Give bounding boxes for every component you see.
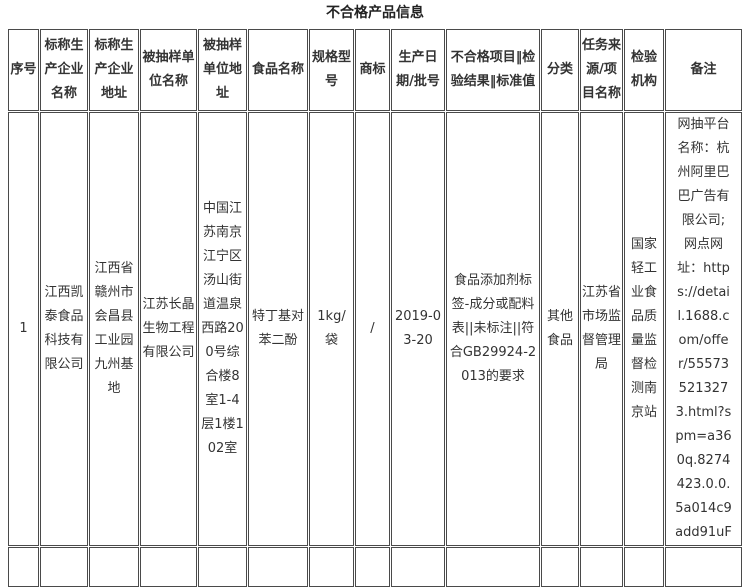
- cell-row2-col7: [309, 547, 354, 587]
- header-cell-col6: 食品名称: [248, 29, 308, 111]
- table-body: 1 江西凯泰食品科技有限公司 江西省赣州市会昌县工业园九州基地 江苏长晶生物工程有限公…: [8, 112, 742, 587]
- header-cell-col4: 被抽样单位名称: [140, 29, 197, 111]
- noncompliant-products-table: 序号 标称生产企业名称 标称生产企业地址 被抽样单位名称 被抽样单位地址 食品名称 规格型号…: [7, 28, 743, 588]
- header-cell-col14: 备注: [665, 29, 742, 111]
- cell-row2-col1: [8, 547, 39, 587]
- header-cell-col11: 分类: [541, 29, 579, 111]
- page-title: 不合格产品信息: [326, 5, 424, 21]
- header-cell-col10: 不合格项目‖检验结果‖标准值: [446, 29, 540, 111]
- cell-row2-col2: [40, 547, 88, 587]
- cell-row2-col12: [580, 547, 623, 587]
- cell-row2-col3: [89, 547, 139, 587]
- cell-row2-col13: [624, 547, 664, 587]
- cell-row2-col11: [541, 547, 579, 587]
- table-row-2: [8, 547, 742, 587]
- cell-row2-col14: [665, 547, 742, 587]
- cell-row1-col3: 江西省赣州市会昌县工业园九州基地: [89, 112, 139, 546]
- header-cell-col1: 序号: [8, 29, 39, 111]
- cell-row1-col2: 江西凯泰食品科技有限公司: [40, 112, 88, 546]
- header-cell-col7: 规格型号: [309, 29, 354, 111]
- cell-row1-col13: 国家轻工业食品质量监督检测南京站: [624, 112, 664, 546]
- header-cell-col9: 生产日期/批号: [391, 29, 445, 111]
- cell-row2-col6: [248, 547, 308, 587]
- table-row-1: 1 江西凯泰食品科技有限公司 江西省赣州市会昌县工业园九州基地 江苏长晶生物工程有限公…: [8, 112, 742, 546]
- cell-row1-col7: 1kg/袋: [309, 112, 354, 546]
- cell-row1-col1: 1: [8, 112, 39, 546]
- cell-row1-col10: 食品添加剂标签-成分或配料表||未标注||符合GB29924-2013的要求: [446, 112, 540, 546]
- header-cell-col2: 标称生产企业名称: [40, 29, 88, 111]
- header-cell-col5: 被抽样单位地址: [198, 29, 247, 111]
- header-cell-col13: 检验机构: [624, 29, 664, 111]
- cell-row2-col10: [446, 547, 540, 587]
- cell-row2-col4: [140, 547, 197, 587]
- cell-row1-col9: 2019-03-20: [391, 112, 445, 546]
- cell-row1-col6: 特丁基对苯二酚: [248, 112, 308, 546]
- cell-row1-col8: /: [355, 112, 390, 546]
- header-cell-col3: 标称生产企业地址: [89, 29, 139, 111]
- header-row: 序号 标称生产企业名称 标称生产企业地址 被抽样单位名称 被抽样单位地址 食品名称 规格型号…: [8, 29, 742, 111]
- cell-row2-col9: [391, 547, 445, 587]
- cell-row1-col5: 中国江苏南京江宁区汤山街道温泉西路200号综合楼8室1-4层1楼102室: [198, 112, 247, 546]
- cell-row2-col8: [355, 547, 390, 587]
- table-header: 序号 标称生产企业名称 标称生产企业地址 被抽样单位名称 被抽样单位地址 食品名称 规格型号…: [8, 29, 742, 111]
- cell-row1-col14: 网抽平台名称：杭州阿里巴巴广告有限公司; 网点网址：https://detail…: [665, 112, 742, 546]
- cell-row1-col4: 江苏长晶生物工程有限公司: [140, 112, 197, 546]
- cell-row1-col12: 江苏省市场监督管理局: [580, 112, 623, 546]
- cell-row1-col11: 其他食品: [541, 112, 579, 546]
- header-cell-col12: 任务来源/项目名称: [580, 29, 623, 111]
- header-cell-col8: 商标: [355, 29, 390, 111]
- cell-row2-col5: [198, 547, 247, 587]
